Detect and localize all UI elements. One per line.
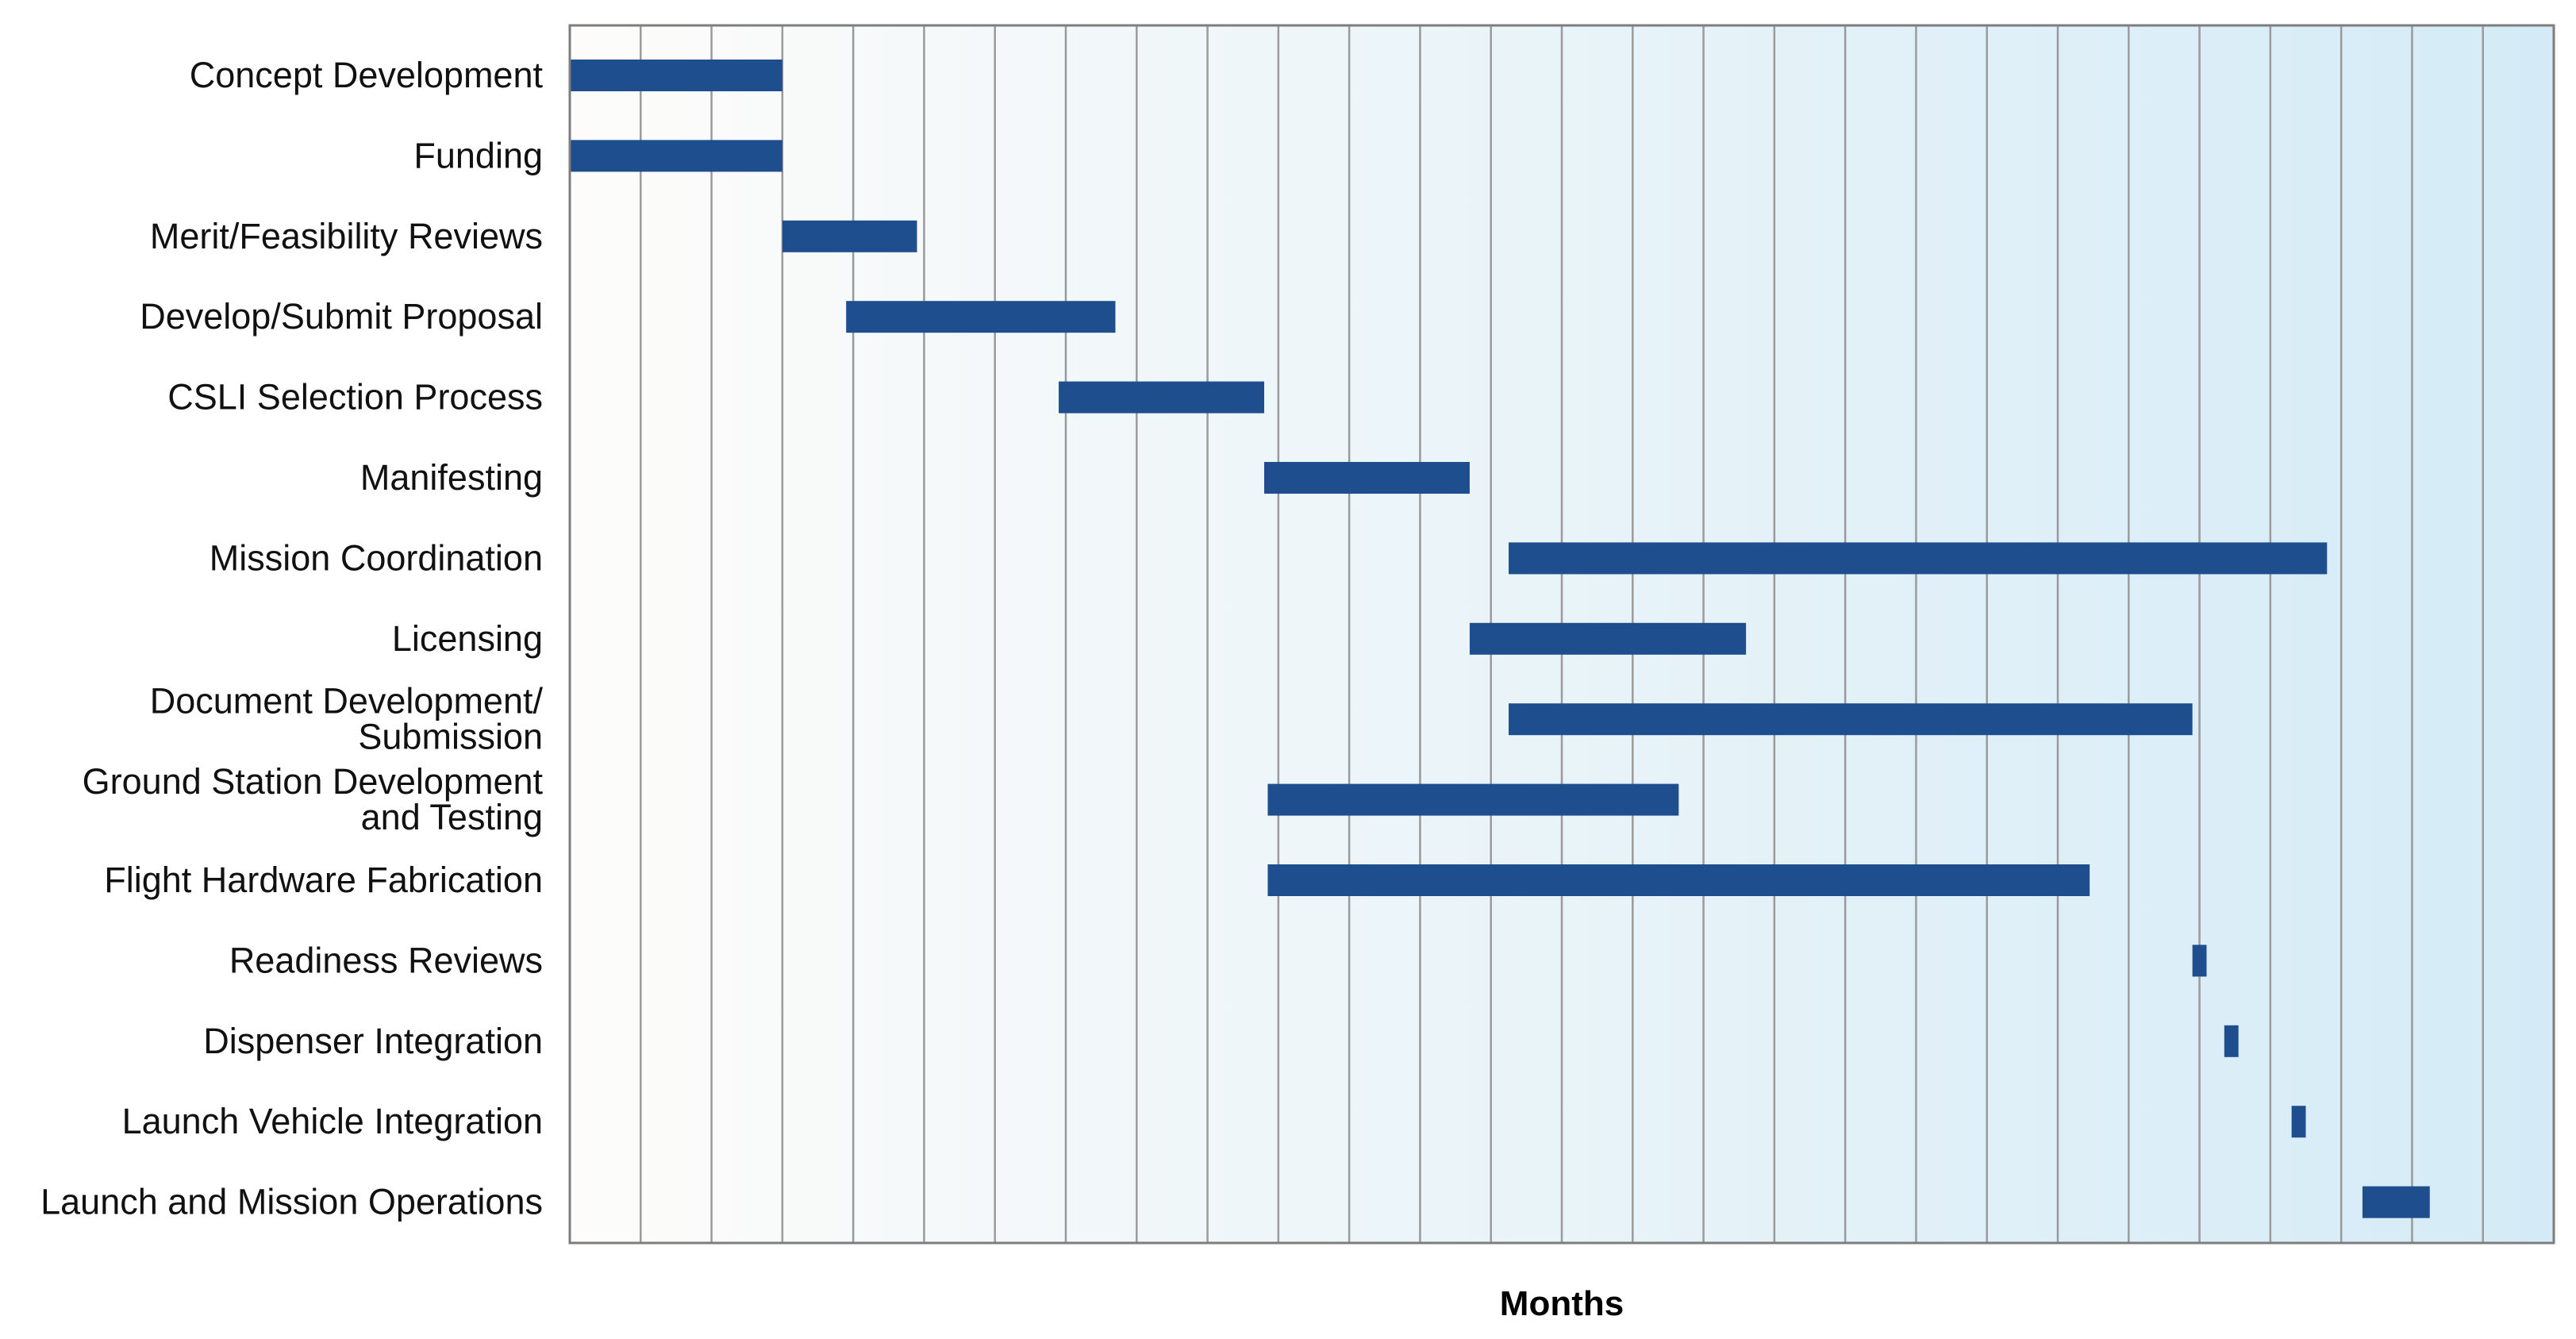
task-bar — [1469, 622, 1747, 655]
task-label: Merit/Feasibility Reviews — [150, 216, 543, 256]
task-label-line: Dispenser Integration — [203, 1021, 543, 1061]
task-bar — [1267, 864, 2090, 896]
task-label: Mission Coordination — [210, 537, 543, 578]
task-bar — [1267, 783, 1679, 816]
task-label-line: Funding — [413, 135, 543, 175]
plot-frame — [568, 24, 2555, 1245]
task-label-line: Manifesting — [360, 457, 543, 498]
task-label-line: Flight Hardware Fabrication — [104, 860, 543, 900]
task-bar — [2224, 1025, 2239, 1057]
task-label-line: Ground Station Development — [83, 761, 544, 802]
task-label-line: Develop/Submit Proposal — [140, 296, 543, 337]
task-label: Readiness Reviews — [229, 940, 543, 980]
task-label-line: CSLI Selection Process — [167, 377, 543, 417]
task-label: CSLI Selection Process — [167, 377, 543, 417]
task-bar — [2291, 1106, 2306, 1138]
task-bar — [782, 220, 917, 252]
task-label: Ground Station Development and Testing — [83, 761, 544, 837]
task-bar — [846, 301, 1116, 333]
task-bar — [1264, 462, 1470, 494]
task-label: Launch and Mission Operations — [40, 1182, 543, 1222]
task-bar — [1059, 381, 1264, 414]
task-label: Flight Hardware Fabrication — [104, 860, 543, 900]
task-label: Concept Development — [190, 55, 544, 95]
task-bars — [570, 60, 2430, 1218]
task-label-line: Concept Development — [190, 55, 544, 95]
task-bar — [2362, 1186, 2430, 1218]
task-label-line: Launch and Mission Operations — [40, 1182, 543, 1222]
task-bar — [1509, 542, 2328, 575]
task-label: Develop/Submit Proposal — [140, 296, 543, 337]
task-label: Funding — [413, 135, 543, 175]
task-label: Dispenser Integration — [203, 1021, 543, 1061]
x-axis-title: Months — [1500, 1284, 1624, 1323]
task-label: Licensing — [392, 618, 543, 659]
task-label-line: Launch Vehicle Integration — [122, 1101, 543, 1141]
task-label-line: Licensing — [392, 618, 543, 659]
task-label-line: Readiness Reviews — [229, 940, 543, 980]
task-bar — [1509, 703, 2193, 736]
task-label-line: Document Development/ — [150, 681, 544, 721]
task-labels: Concept Development Funding Merit/Feasibil… — [40, 55, 543, 1222]
task-label: Launch Vehicle Integration — [122, 1101, 543, 1141]
task-label-line: and Testing — [361, 797, 543, 837]
task-bar — [570, 60, 782, 91]
task-label-line: Mission Coordination — [210, 537, 543, 578]
task-label-line: Merit/Feasibility Reviews — [150, 216, 543, 256]
task-bar — [2192, 945, 2207, 977]
task-label: Document Development/Submission — [150, 681, 544, 757]
task-label-line: Submission — [358, 717, 543, 757]
task-label: Manifesting — [360, 457, 543, 498]
task-bar — [570, 140, 782, 172]
